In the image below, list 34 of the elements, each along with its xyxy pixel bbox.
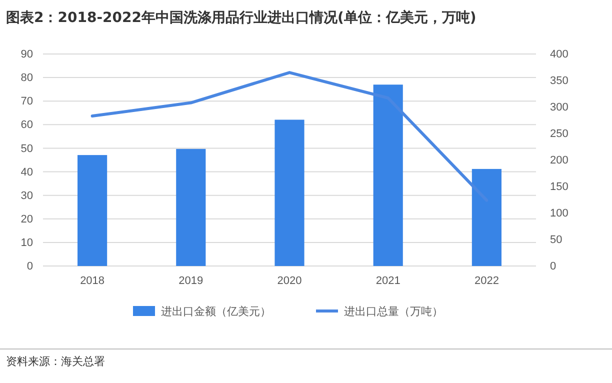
y-tick-label: 30 [20,190,33,202]
y-tick-label: 90 [20,48,33,61]
y2-tick-label: 150 [550,181,568,194]
y2-tick-label: 0 [550,260,556,273]
legend-label: 进出口金额（亿美元） [161,305,271,318]
bar [274,120,304,266]
y-tick-label: 80 [20,72,33,84]
y-tick-label: 50 [20,142,33,155]
x-tick-label: 2019 [178,274,204,287]
y2-tick-label: 250 [550,128,568,140]
y-tick-label: 10 [20,236,33,249]
y-tick-label: 40 [20,166,33,178]
text: 资料来源：海关总署 [6,355,105,368]
bar [176,148,206,266]
y-tick-label: 20 [20,213,33,226]
x-tick-label: 2020 [277,274,302,287]
bar [472,168,502,266]
y-tick-label: 60 [20,119,33,132]
line-series [90,71,488,202]
bar [78,155,108,266]
y2-tick-label: 350 [550,75,568,88]
bar [373,84,403,266]
y2-tick-label: 300 [550,102,568,114]
x-tick-label: 2022 [474,274,499,287]
y2-tick-label: 50 [550,234,562,246]
x-tick-label: 2021 [376,274,400,287]
y2-tick-label: 400 [550,48,568,61]
chart-title: 图表2：2018-2022年中国洗涤用品行业进出口情况(单位：亿美元，万吨) [6,9,476,26]
y-tick-label: 0 [26,260,33,273]
legend-label: 进出口总量（万吨） [344,305,443,318]
y2-tick-label: 100 [550,208,568,220]
x-tick-label: 2018 [80,274,105,287]
y2-tick-label: 200 [550,154,568,167]
y-tick-label: 70 [20,96,33,108]
